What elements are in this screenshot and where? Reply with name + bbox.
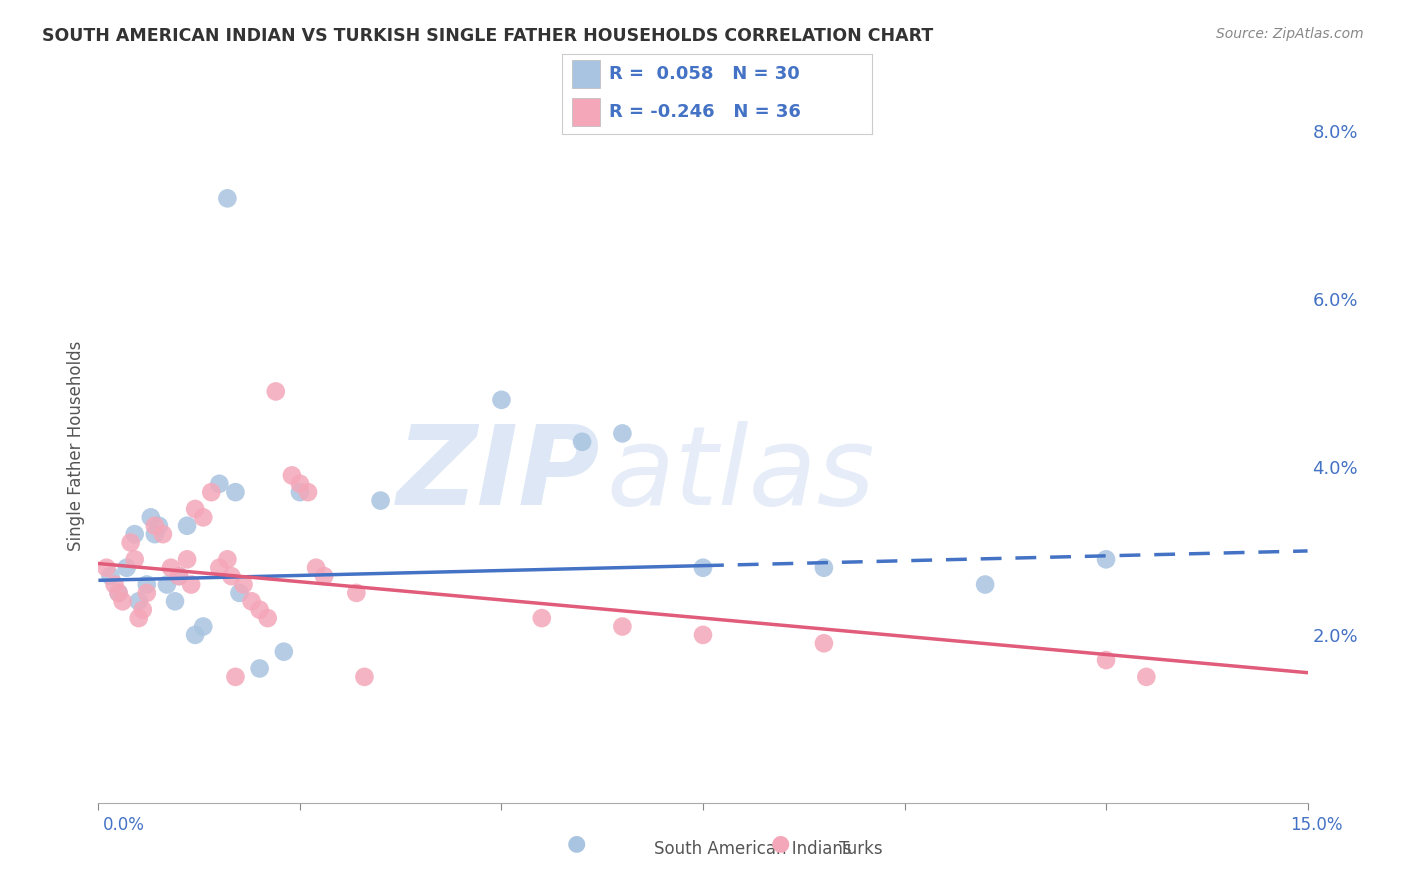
Point xyxy=(1095,653,1118,667)
Point xyxy=(288,485,311,500)
Point xyxy=(249,603,271,617)
Point xyxy=(249,661,271,675)
Text: ZIP: ZIP xyxy=(396,421,600,528)
Point xyxy=(1135,670,1157,684)
Point xyxy=(571,434,593,449)
Point xyxy=(176,518,198,533)
Point xyxy=(139,510,162,524)
Text: SOUTH AMERICAN INDIAN VS TURKISH SINGLE FATHER HOUSEHOLDS CORRELATION CHART: SOUTH AMERICAN INDIAN VS TURKISH SINGLE … xyxy=(42,27,934,45)
Text: R =  0.058   N = 30: R = 0.058 N = 30 xyxy=(609,65,800,83)
Text: R = -0.246   N = 36: R = -0.246 N = 36 xyxy=(609,103,800,121)
Point xyxy=(143,527,166,541)
Text: 0.0%: 0.0% xyxy=(103,816,145,834)
Text: Turks: Turks xyxy=(839,840,883,858)
Point xyxy=(135,586,157,600)
Point xyxy=(288,476,311,491)
Y-axis label: Single Father Households: Single Father Households xyxy=(66,341,84,551)
Point xyxy=(100,569,122,583)
Point xyxy=(124,527,146,541)
Point xyxy=(111,594,134,608)
Point xyxy=(135,577,157,591)
Point xyxy=(184,502,207,516)
Text: ●: ● xyxy=(770,834,790,854)
Point xyxy=(224,670,246,684)
Point xyxy=(208,476,231,491)
Point xyxy=(103,577,125,591)
Point xyxy=(530,611,553,625)
Point xyxy=(156,577,179,591)
Point xyxy=(132,603,155,617)
Point xyxy=(152,527,174,541)
Point xyxy=(221,569,243,583)
Point xyxy=(370,493,392,508)
Point xyxy=(184,628,207,642)
Point xyxy=(96,560,118,574)
Point xyxy=(314,569,336,583)
Point xyxy=(107,586,129,600)
Point xyxy=(224,485,246,500)
Point xyxy=(344,586,367,600)
Point xyxy=(264,384,287,399)
Point xyxy=(208,560,231,574)
Point xyxy=(228,586,250,600)
Point xyxy=(160,560,183,574)
Point xyxy=(167,569,190,583)
Point xyxy=(193,510,215,524)
Point xyxy=(1095,552,1118,566)
Point xyxy=(163,594,186,608)
Point xyxy=(612,426,634,441)
Point xyxy=(200,485,222,500)
Point xyxy=(491,392,513,407)
Point xyxy=(974,577,997,591)
Point xyxy=(692,628,714,642)
Point xyxy=(148,518,170,533)
Point xyxy=(217,191,239,205)
Point xyxy=(813,636,835,650)
Point xyxy=(240,594,263,608)
Point xyxy=(176,552,198,566)
Point xyxy=(167,569,190,583)
FancyBboxPatch shape xyxy=(572,98,599,126)
Point xyxy=(115,560,138,574)
Point xyxy=(107,586,129,600)
Point xyxy=(193,619,215,633)
Point xyxy=(281,468,304,483)
Point xyxy=(180,577,202,591)
Point xyxy=(124,552,146,566)
Point xyxy=(256,611,278,625)
Point xyxy=(353,670,375,684)
Point xyxy=(217,552,239,566)
Point xyxy=(692,560,714,574)
Point xyxy=(297,485,319,500)
Text: ●: ● xyxy=(567,834,586,854)
Point xyxy=(120,535,142,549)
Point xyxy=(813,560,835,574)
Point xyxy=(128,594,150,608)
FancyBboxPatch shape xyxy=(572,60,599,88)
Point xyxy=(612,619,634,633)
Point xyxy=(143,518,166,533)
Point xyxy=(128,611,150,625)
Point xyxy=(305,560,328,574)
Point xyxy=(273,645,295,659)
Text: Source: ZipAtlas.com: Source: ZipAtlas.com xyxy=(1216,27,1364,41)
Text: South American Indians: South American Indians xyxy=(654,840,852,858)
Text: atlas: atlas xyxy=(606,421,875,528)
Text: 15.0%: 15.0% xyxy=(1291,816,1343,834)
Point xyxy=(232,577,254,591)
